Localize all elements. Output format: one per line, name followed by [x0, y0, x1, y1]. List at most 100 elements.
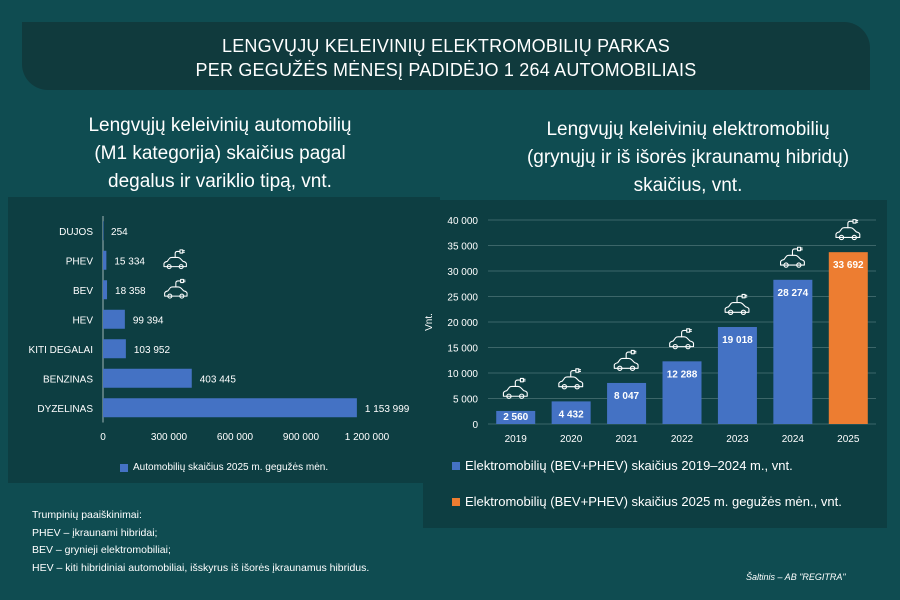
charging-plug-pins	[744, 294, 748, 298]
left-legend-label: Automobilių skaičius 2025 m. gegužės mėn…	[133, 462, 329, 473]
category-label-benzinas: BENZINAS	[43, 374, 93, 385]
car-body-outline	[613, 357, 639, 369]
y-tick-label: 35 000	[447, 242, 478, 253]
charging-plug	[797, 246, 802, 252]
bar-phev	[103, 250, 107, 270]
data-label-bev: 18 358	[115, 286, 146, 297]
left-chart-title-line-2: (M1 kategorija) skaičius pagal	[94, 143, 346, 164]
charging-plug	[741, 293, 746, 299]
bar-2019	[496, 410, 536, 424]
bar-dujos	[103, 221, 104, 241]
car-wheel	[179, 293, 185, 299]
charging-cable	[736, 295, 743, 304]
data-label-dyzelinas: 1 153 999	[365, 404, 410, 415]
electric-car-icon	[164, 278, 188, 299]
right-chart-title-line-2: (grynųjų ir iš išorės įkraunamų hibridų)	[526, 147, 850, 168]
car-body-outline	[780, 254, 805, 266]
bar-kiti-degalai	[103, 339, 126, 359]
car-wheel	[796, 262, 802, 268]
left-chart-title-line-3: degalus ir variklio tipą, vnt.	[108, 171, 332, 192]
charging-plug-pins	[633, 350, 637, 354]
x-tick-label-2023: 2023	[726, 434, 749, 445]
car-wheel	[629, 365, 636, 371]
bar-dyzelinas	[103, 398, 357, 418]
bar-benzinas	[103, 368, 192, 388]
left-chart-title-line-1: Lengvųjų keleivinių automobilių	[88, 115, 352, 136]
right-legend-label-2: Elektromobilių (BEV+PHEV) skaičius 2025 …	[465, 494, 842, 509]
data-label-2024: 28 274	[778, 288, 809, 299]
car-wheel	[167, 293, 173, 299]
charging-cable	[570, 369, 577, 378]
y-tick-label: 0	[472, 420, 478, 431]
x-tick-label: 300 000	[151, 432, 188, 443]
data-label-kiti-degalai: 103 952	[134, 345, 171, 356]
right-chart-title-line-3: skaičius, vnt.	[633, 175, 743, 196]
charging-cable	[175, 280, 182, 288]
car-wheel	[740, 309, 747, 315]
charging-plug-pins	[689, 329, 692, 332]
y-tick-label: 10 000	[447, 369, 478, 380]
y-tick-label: 25 000	[447, 293, 478, 304]
charging-plug-pins	[855, 219, 859, 223]
banner-title-line-1: LENGVŲJŲ KELEIVINIŲ ELEKTROMOBILIŲ PARKA…	[222, 36, 670, 56]
car-wheel	[519, 393, 525, 399]
car-body-outline	[502, 385, 528, 397]
left-chart-legend: Automobilių skaičius 2025 m. gegužės mėn…	[120, 462, 328, 473]
car-wheel	[617, 365, 623, 371]
category-label-dujos: DUJOS	[59, 227, 93, 238]
car-body-outline	[724, 301, 750, 313]
car-wheel	[166, 264, 172, 270]
electric-car-icon	[163, 249, 187, 270]
notes-line-phev: PHEV – įkraunami hibridai;	[32, 526, 158, 539]
car-wheel	[672, 343, 678, 350]
data-label-2021: 8 047	[614, 391, 639, 402]
right-chart-legend-2025: Elektromobilių (BEV+PHEV) skaičius 2025 …	[452, 494, 842, 509]
car-body-outline	[558, 376, 584, 388]
electric-car-icon	[724, 293, 750, 315]
charging-cable	[625, 351, 632, 360]
charging-plug	[852, 219, 857, 224]
x-tick-label-2020: 2020	[560, 434, 583, 445]
car-wheel	[561, 384, 568, 390]
right-chart-legend-2019-2024: Elektromobilių (BEV+PHEV) skaičius 2019–…	[452, 458, 793, 473]
car-wheel	[851, 234, 857, 241]
x-tick-label: 600 000	[217, 432, 254, 443]
bar-bev	[103, 280, 108, 300]
bar-2025	[828, 252, 868, 424]
data-label-phev: 15 334	[114, 256, 145, 267]
charging-plug-pins	[799, 247, 803, 251]
y-axis-title: Vnt.	[424, 313, 435, 331]
bar-2021	[607, 382, 647, 424]
right-chart-title-line-1: Lengvųjų keleivinių elektromobilių	[546, 119, 830, 140]
notes-line-bev: BEV – grynieji elektromobiliai;	[32, 544, 171, 556]
car-wheel	[506, 393, 512, 399]
data-label-2025: 33 692	[833, 260, 864, 271]
source-note: Šaltinis – AB "REGITRA"	[746, 572, 846, 582]
left-chart-panel	[8, 197, 440, 483]
x-tick-label-2022: 2022	[671, 434, 694, 445]
data-label-2023: 19 018	[722, 335, 753, 346]
charging-plug-pins	[182, 250, 185, 253]
electric-car-icon	[613, 349, 639, 371]
car-wheel	[838, 234, 845, 241]
electric-car-icon	[780, 246, 805, 268]
charging-plug	[575, 368, 580, 373]
x-tick-label: 900 000	[283, 432, 320, 443]
x-tick-label-2019: 2019	[505, 434, 528, 445]
charging-cable	[791, 248, 799, 256]
category-label-dyzelinas: DYZELINAS	[37, 404, 93, 415]
x-tick-label-2021: 2021	[615, 434, 638, 445]
charging-plug	[630, 349, 635, 355]
category-label-kiti-degalai: KITI DEGALAI	[29, 345, 93, 356]
bar-2024	[773, 279, 813, 424]
electric-car-icon	[669, 328, 695, 350]
car-body-outline	[835, 227, 861, 239]
bar-2023	[717, 327, 757, 424]
data-label-2019: 2 560	[503, 412, 528, 423]
car-wheel	[574, 384, 580, 390]
x-tick-label-2025: 2025	[837, 434, 860, 445]
charging-plug	[179, 249, 184, 254]
category-label-bev: BEV	[73, 286, 93, 297]
bar-2022	[662, 361, 702, 424]
